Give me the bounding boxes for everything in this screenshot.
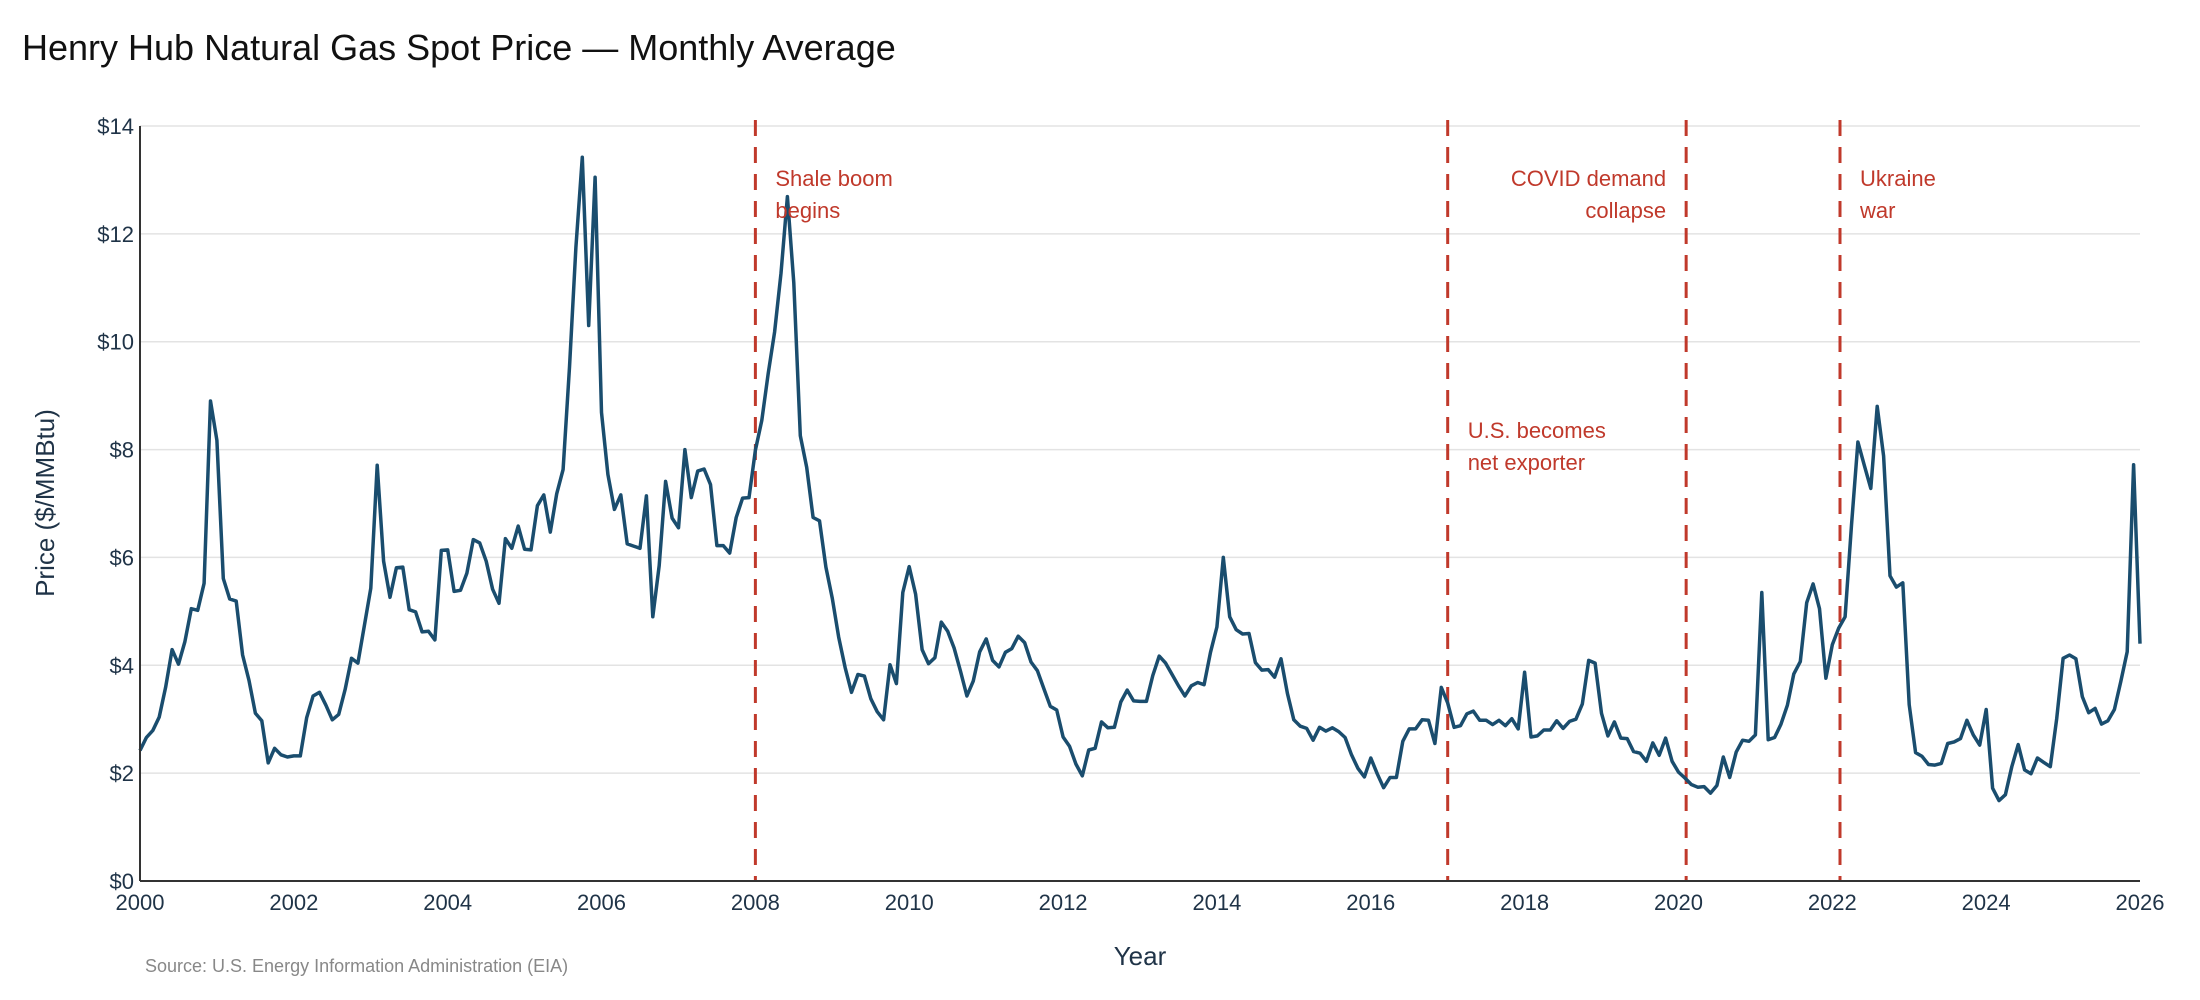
event-lines bbox=[753, 120, 1842, 881]
y-tick-label: $0 bbox=[110, 869, 134, 894]
x-tick-label: 2012 bbox=[1039, 890, 1088, 915]
event-annotation: COVID demand bbox=[1511, 166, 1666, 191]
price-series-line bbox=[138, 155, 2142, 803]
x-tick-label: 2026 bbox=[2116, 890, 2165, 915]
x-axis-title: Year bbox=[1114, 941, 1167, 971]
y-tick-label: $10 bbox=[97, 330, 134, 355]
y-tick-labels: $0 $2 $4 $6 $8 $10 $12 $14 bbox=[97, 114, 134, 894]
x-tick-label: 2000 bbox=[116, 890, 165, 915]
y-axis-title: Price ($/MMBtu) bbox=[30, 409, 60, 597]
event-annotation: net exporter bbox=[1468, 450, 1585, 475]
event-annotation: war bbox=[1859, 198, 1895, 223]
x-tick-label: 2024 bbox=[1962, 890, 2011, 915]
annotations: Shale boom begins U.S. becomes net exporter… bbox=[775, 166, 1935, 475]
event-annotation: Shale boom bbox=[775, 166, 892, 191]
event-annotation: Ukraine bbox=[1860, 166, 1936, 191]
y-tick-label: $8 bbox=[110, 438, 134, 463]
y-tick-label: $4 bbox=[110, 653, 134, 678]
x-tick-label: 2022 bbox=[1808, 890, 1857, 915]
chart-title: Henry Hub Natural Gas Spot Price — Month… bbox=[22, 27, 896, 68]
y-tick-label: $12 bbox=[97, 222, 134, 247]
x-tick-label: 2002 bbox=[269, 890, 318, 915]
event-annotation: collapse bbox=[1585, 198, 1666, 223]
event-annotation: begins bbox=[775, 198, 840, 223]
y-tick-label: $6 bbox=[110, 545, 134, 570]
x-tick-label: 2006 bbox=[577, 890, 626, 915]
x-tick-label: 2020 bbox=[1654, 890, 1703, 915]
x-tick-label: 2004 bbox=[423, 890, 472, 915]
x-tick-label: 2008 bbox=[731, 890, 780, 915]
source-note: Source: U.S. Energy Information Administ… bbox=[145, 956, 568, 976]
x-tick-label: 2010 bbox=[885, 890, 934, 915]
gridlines bbox=[140, 125, 2140, 774]
x-tick-label: 2018 bbox=[1500, 890, 1549, 915]
y-tick-label: $2 bbox=[110, 761, 134, 786]
y-tick-label: $14 bbox=[97, 114, 134, 139]
x-tick-label: 2014 bbox=[1192, 890, 1241, 915]
x-tick-label: 2016 bbox=[1346, 890, 1395, 915]
x-tick-labels: 2000 2002 2004 2006 2008 2010 2012 2014 2016 2018… bbox=[116, 890, 2165, 915]
event-annotation: U.S. becomes bbox=[1468, 418, 1606, 443]
